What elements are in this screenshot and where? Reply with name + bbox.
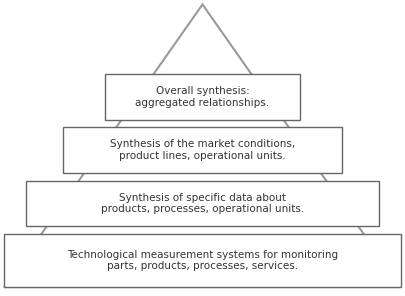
Text: Synthesis of the market conditions,
product lines, operational units.: Synthesis of the market conditions, prod… bbox=[110, 139, 295, 161]
Text: Overall synthesis:
aggregated relationships.: Overall synthesis: aggregated relationsh… bbox=[135, 86, 270, 108]
Text: Synthesis of specific data about
products, processes, operational units.: Synthesis of specific data about product… bbox=[101, 193, 304, 214]
Bar bbox=[105, 74, 300, 120]
Polygon shape bbox=[4, 4, 401, 287]
Bar bbox=[26, 181, 379, 226]
Bar bbox=[63, 127, 342, 173]
Bar bbox=[4, 234, 401, 287]
Text: Technological measurement systems for monitoring
parts, products, processes, ser: Technological measurement systems for mo… bbox=[67, 250, 338, 271]
